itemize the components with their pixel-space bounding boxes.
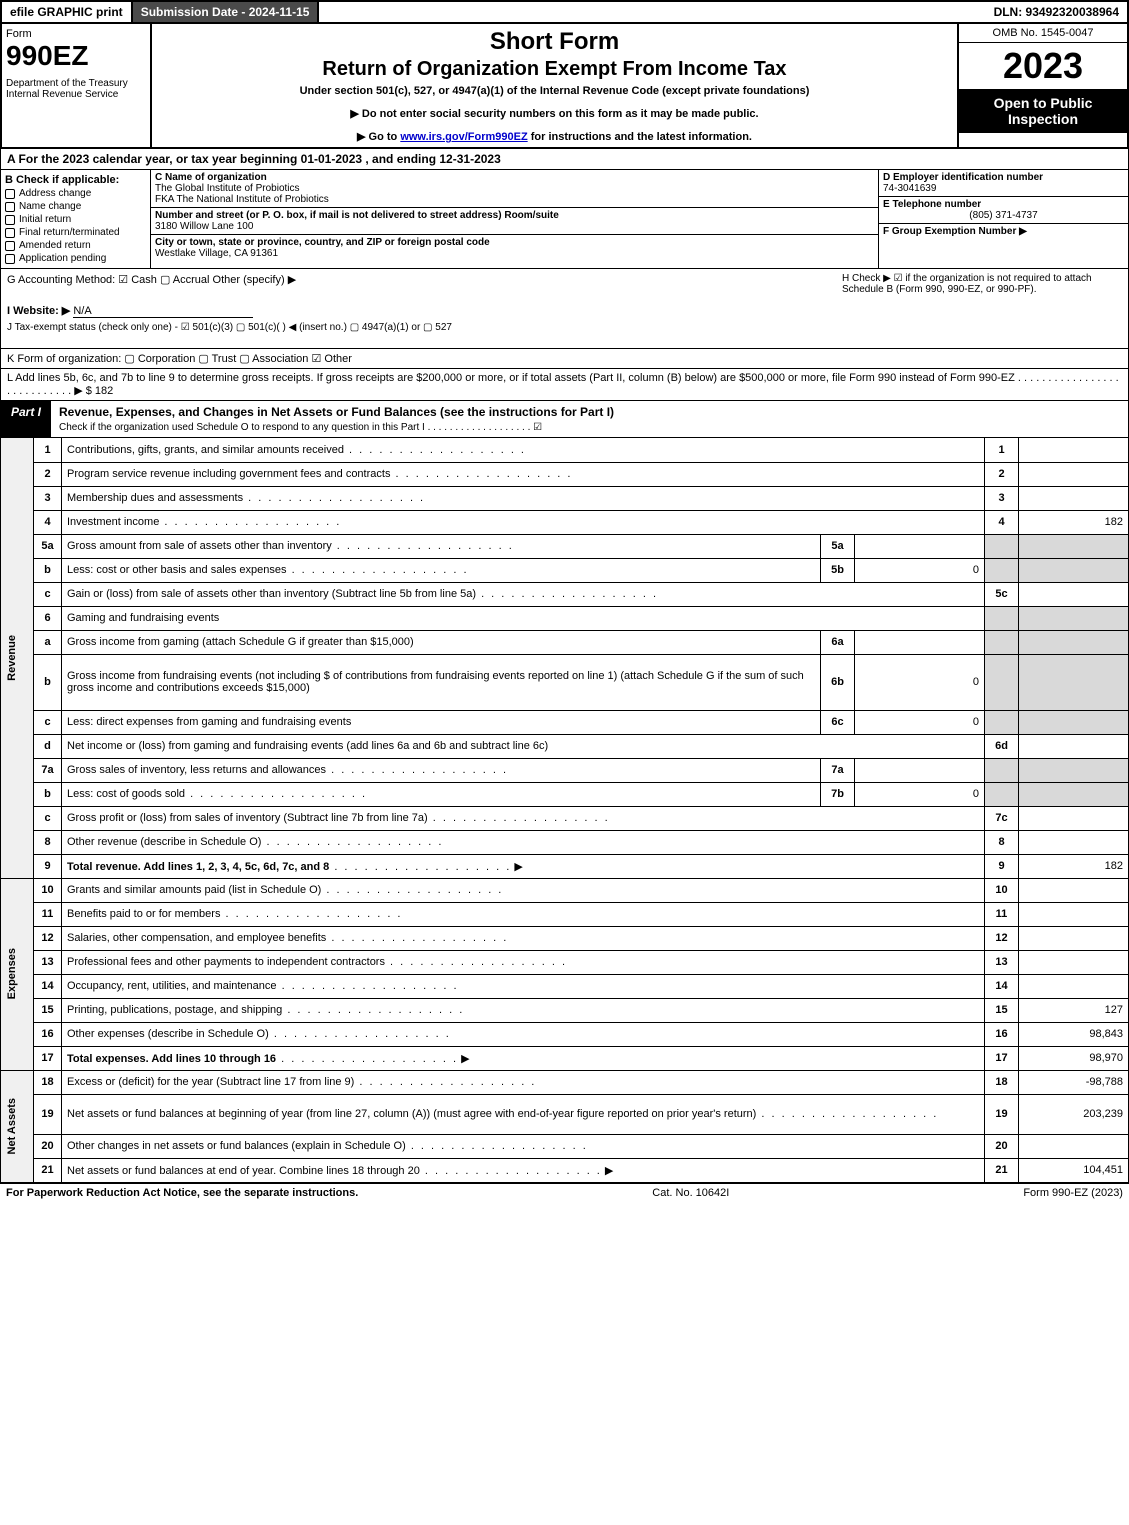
group-exemption-header: F Group Exemption Number ▶ <box>883 226 1124 237</box>
line-10: Expenses 10Grants and similar amounts pa… <box>1 878 1129 902</box>
efile-label[interactable]: efile GRAPHIC print <box>2 2 131 22</box>
telephone-header: E Telephone number <box>883 199 1124 210</box>
city-value: Westlake Village, CA 91361 <box>155 248 874 259</box>
line-15: 15Printing, publications, postage, and s… <box>1 998 1129 1022</box>
form-title-2: Return of Organization Exempt From Incom… <box>322 58 786 81</box>
submission-date: Submission Date - 2024-11-15 <box>131 2 320 22</box>
info-grid: B Check if applicable: Address change Na… <box>0 170 1129 269</box>
h-schedule-b: H Check ▶ ☑ if the organization is not r… <box>842 273 1122 295</box>
line-7a: 7aGross sales of inventory, less returns… <box>1 758 1129 782</box>
note2-post: for instructions and the latest informat… <box>528 131 752 143</box>
section-g-h-i-j: G Accounting Method: ☑ Cash ▢ Accrual Ot… <box>0 269 1129 349</box>
part-1-header: Part I Revenue, Expenses, and Changes in… <box>0 401 1129 438</box>
ssn-warning: ▶ Do not enter social security numbers o… <box>350 107 758 120</box>
expenses-side-label: Expenses <box>6 948 28 999</box>
line-6a: aGross income from gaming (attach Schedu… <box>1 630 1129 654</box>
city-header: City or town, state or province, country… <box>155 237 874 248</box>
dln-label: DLN: 93492320038964 <box>986 2 1127 22</box>
instructions-link-row: ▶ Go to www.irs.gov/Form990EZ for instru… <box>357 130 752 143</box>
col-c-org-info: C Name of organization The Global Instit… <box>151 170 878 268</box>
footer-left: For Paperwork Reduction Act Notice, see … <box>6 1187 358 1199</box>
line-11: 11Benefits paid to or for members11 <box>1 902 1129 926</box>
part-1-table: Revenue 1Contributions, gifts, grants, a… <box>0 438 1129 1183</box>
line-9: 9Total revenue. Add lines 1, 2, 3, 4, 5c… <box>1 854 1129 878</box>
line-5a: 5aGross amount from sale of assets other… <box>1 534 1129 558</box>
open-to-public: Open to Public Inspection <box>959 89 1127 133</box>
line-4: 4Investment income4182 <box>1 510 1129 534</box>
tax-year: 2023 <box>959 43 1127 89</box>
line-14: 14Occupancy, rent, utilities, and mainte… <box>1 974 1129 998</box>
address-value: 3180 Willow Lane 100 <box>155 221 874 232</box>
website-value: N/A <box>73 305 253 318</box>
line-6c: cLess: direct expenses from gaming and f… <box>1 710 1129 734</box>
line-16: 16Other expenses (describe in Schedule O… <box>1 1022 1129 1046</box>
line-5c: cGain or (loss) from sale of assets othe… <box>1 582 1129 606</box>
org-name-2: FKA The National Institute of Probiotics <box>155 194 874 205</box>
org-name-1: The Global Institute of Probiotics <box>155 183 874 194</box>
chk-initial-return[interactable]: Initial return <box>5 214 146 225</box>
form-label: Form <box>6 28 146 40</box>
address-header: Number and street (or P. O. box, if mail… <box>155 210 874 221</box>
header-left: Form 990EZ Department of the Treasury In… <box>2 24 152 147</box>
tax-exempt-status: J Tax-exempt status (check only one) - ☑… <box>7 322 1122 333</box>
row-a-tax-year: A For the 2023 calendar year, or tax yea… <box>0 149 1129 170</box>
part-1-tag: Part I <box>1 401 51 437</box>
header-right: OMB No. 1545-0047 2023 Open to Public In… <box>957 24 1127 147</box>
line-8: 8Other revenue (describe in Schedule O)8 <box>1 830 1129 854</box>
revenue-side-label: Revenue <box>6 635 28 681</box>
ein-value: 74-3041639 <box>883 183 1124 194</box>
line-6: 6Gaming and fundraising events <box>1 606 1129 630</box>
line-3: 3Membership dues and assessments3 <box>1 486 1129 510</box>
form-header: Form 990EZ Department of the Treasury In… <box>0 24 1129 149</box>
line-17: 17Total expenses. Add lines 10 through 1… <box>1 1046 1129 1070</box>
chk-application-pending[interactable]: Application pending <box>5 253 146 264</box>
footer-form-ref: Form 990-EZ (2023) <box>1023 1187 1123 1199</box>
section-l: L Add lines 5b, 6c, and 7b to line 9 to … <box>0 369 1129 401</box>
line-6b: bGross income from fundraising events (n… <box>1 654 1129 710</box>
note2-pre: ▶ Go to <box>357 131 400 143</box>
org-name-header: C Name of organization <box>155 172 874 183</box>
form-number: 990EZ <box>6 40 146 72</box>
page-footer: For Paperwork Reduction Act Notice, see … <box>0 1183 1129 1202</box>
chk-name-change[interactable]: Name change <box>5 201 146 212</box>
line-5b: bLess: cost or other basis and sales exp… <box>1 558 1129 582</box>
form-subtitle: Under section 501(c), 527, or 4947(a)(1)… <box>300 85 810 97</box>
col-d-ids: D Employer identification number 74-3041… <box>878 170 1128 268</box>
line-6d: dNet income or (loss) from gaming and fu… <box>1 734 1129 758</box>
website-label: I Website: ▶ <box>7 305 70 317</box>
line-2: 2Program service revenue including gover… <box>1 462 1129 486</box>
chk-address-change[interactable]: Address change <box>5 188 146 199</box>
col-b-header: B Check if applicable: <box>5 174 146 186</box>
ein-header: D Employer identification number <box>883 172 1124 183</box>
line-13: 13Professional fees and other payments t… <box>1 950 1129 974</box>
chk-amended-return[interactable]: Amended return <box>5 240 146 251</box>
omb-number: OMB No. 1545-0047 <box>959 24 1127 43</box>
part-1-title: Revenue, Expenses, and Changes in Net As… <box>51 401 1128 437</box>
line-7b: bLess: cost of goods sold7b0 <box>1 782 1129 806</box>
top-bar: efile GRAPHIC print Submission Date - 20… <box>0 0 1129 24</box>
line-19: 19Net assets or fund balances at beginni… <box>1 1094 1129 1134</box>
chk-final-return[interactable]: Final return/terminated <box>5 227 146 238</box>
telephone-value: (805) 371-4737 <box>883 210 1124 221</box>
line-20: 20Other changes in net assets or fund ba… <box>1 1134 1129 1158</box>
form-title-1: Short Form <box>490 28 619 56</box>
line-21: 21Net assets or fund balances at end of … <box>1 1158 1129 1182</box>
footer-cat-no: Cat. No. 10642I <box>652 1187 729 1199</box>
col-b-checkboxes: B Check if applicable: Address change Na… <box>1 170 151 268</box>
line-18: Net Assets 18Excess or (deficit) for the… <box>1 1070 1129 1094</box>
line-12: 12Salaries, other compensation, and empl… <box>1 926 1129 950</box>
line-7c: cGross profit or (loss) from sales of in… <box>1 806 1129 830</box>
instructions-link[interactable]: www.irs.gov/Form990EZ <box>400 131 527 143</box>
section-k: K Form of organization: ▢ Corporation ▢ … <box>0 349 1129 369</box>
net-assets-side-label: Net Assets <box>6 1098 28 1154</box>
header-middle: Short Form Return of Organization Exempt… <box>152 24 957 147</box>
department-label: Department of the Treasury Internal Reve… <box>6 78 146 100</box>
line-1: Revenue 1Contributions, gifts, grants, a… <box>1 438 1129 462</box>
